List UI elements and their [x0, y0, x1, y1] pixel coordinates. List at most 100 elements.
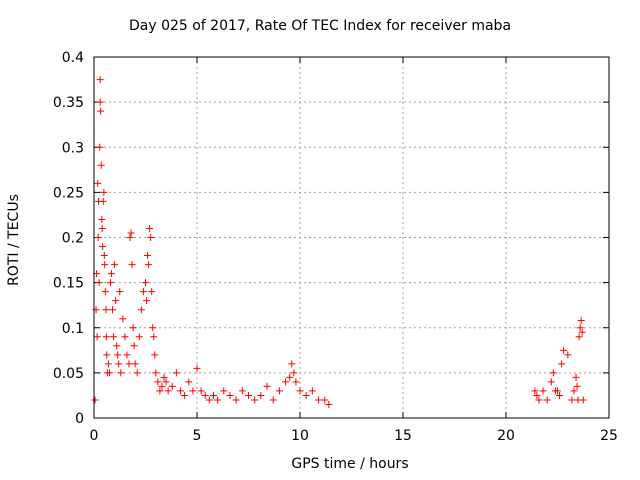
y-tick-label: 0.1	[62, 321, 84, 337]
roti-point	[162, 378, 170, 386]
roti-point	[531, 387, 539, 395]
roti-point	[117, 369, 125, 377]
roti-point	[147, 234, 155, 241]
roti-point	[189, 387, 197, 395]
roti-point	[533, 391, 541, 399]
roti-point	[572, 373, 580, 381]
roti-point	[214, 396, 222, 404]
roti-point	[113, 342, 121, 350]
roti-point	[245, 391, 252, 399]
x-tick-label: 15	[394, 428, 412, 444]
y-tick-label: 0.25	[53, 185, 84, 201]
roti-point	[539, 387, 547, 395]
roti-point	[109, 306, 117, 314]
roti-point	[315, 396, 323, 404]
roti-point	[543, 396, 551, 404]
roti-point	[579, 396, 587, 404]
roti-point	[101, 261, 109, 269]
roti-point	[97, 161, 105, 169]
roti-point	[126, 234, 134, 241]
x-tick-label: 25	[600, 428, 618, 444]
x-tick-label: 10	[291, 428, 309, 444]
grid-lines	[94, 57, 609, 418]
roti-point	[143, 297, 151, 305]
roti-point	[96, 76, 104, 84]
roti-point	[142, 279, 149, 287]
roti-point	[325, 400, 333, 408]
roti-point	[302, 391, 310, 399]
roti-point	[296, 387, 304, 395]
roti-point	[119, 315, 127, 323]
roti-point	[94, 234, 102, 241]
roti-point	[156, 387, 164, 395]
roti-point	[99, 197, 107, 205]
roti-point	[146, 224, 154, 232]
roti-point	[197, 387, 205, 395]
roti-point	[164, 387, 172, 395]
roti-point	[112, 297, 120, 305]
y-tick-label: 0.35	[53, 95, 84, 111]
roti-point	[168, 382, 176, 390]
roti-point	[193, 364, 201, 372]
roti-point	[282, 378, 290, 386]
roti-point	[578, 328, 586, 336]
roti-point	[251, 396, 259, 404]
roti-point	[110, 333, 118, 341]
roti-point	[269, 396, 277, 404]
y-tick-label: 0.2	[62, 231, 84, 247]
roti-point	[181, 391, 189, 399]
x-tick-label: 5	[193, 428, 202, 444]
roti-point	[98, 215, 106, 223]
roti-point	[549, 369, 557, 377]
roti-point	[93, 333, 101, 341]
plot-frame	[93, 56, 610, 419]
roti-point	[554, 387, 561, 395]
roti-point	[570, 387, 578, 395]
roti-point	[576, 324, 584, 332]
roti-point	[560, 346, 568, 354]
roti-point	[154, 378, 162, 386]
roti-point	[288, 360, 296, 368]
roti-point	[102, 306, 110, 314]
roti-point	[97, 107, 105, 115]
roti-point	[201, 391, 209, 399]
roti-point	[148, 288, 156, 296]
roti-point	[111, 261, 119, 269]
x-axis-label: GPS time / hours	[291, 456, 409, 472]
roti-point	[127, 229, 135, 237]
roti-point	[290, 369, 298, 377]
roti-point	[558, 360, 566, 368]
roti-point	[105, 369, 113, 377]
roti-point	[100, 252, 108, 260]
roti-point	[308, 387, 316, 395]
roti-point	[226, 391, 234, 399]
roti-point	[96, 143, 104, 151]
roti-point	[128, 261, 136, 269]
roti-point	[101, 288, 109, 296]
roti-point	[102, 333, 110, 341]
roti-point	[91, 396, 99, 404]
roti-point	[130, 342, 138, 350]
roti-point	[94, 179, 102, 187]
roti-point	[263, 382, 271, 390]
y-tick-label: 0.4	[62, 50, 84, 66]
roti-point	[209, 391, 217, 399]
roti-point	[275, 387, 283, 395]
roti-point	[286, 373, 294, 381]
roti-point	[123, 351, 131, 359]
roti-point	[145, 261, 153, 269]
roti-point	[535, 396, 543, 404]
roti-point	[151, 351, 159, 359]
roti-point	[104, 360, 112, 368]
roti-point	[150, 333, 158, 341]
roti-point	[172, 369, 180, 377]
roti-point	[185, 378, 193, 386]
roti-point	[257, 391, 265, 399]
roti-point	[160, 373, 168, 381]
roti-point	[121, 333, 129, 341]
data-points	[91, 76, 587, 408]
roti-point	[108, 270, 116, 278]
roti-point	[137, 306, 145, 314]
roti-point	[144, 252, 152, 260]
roti-point	[238, 387, 246, 395]
